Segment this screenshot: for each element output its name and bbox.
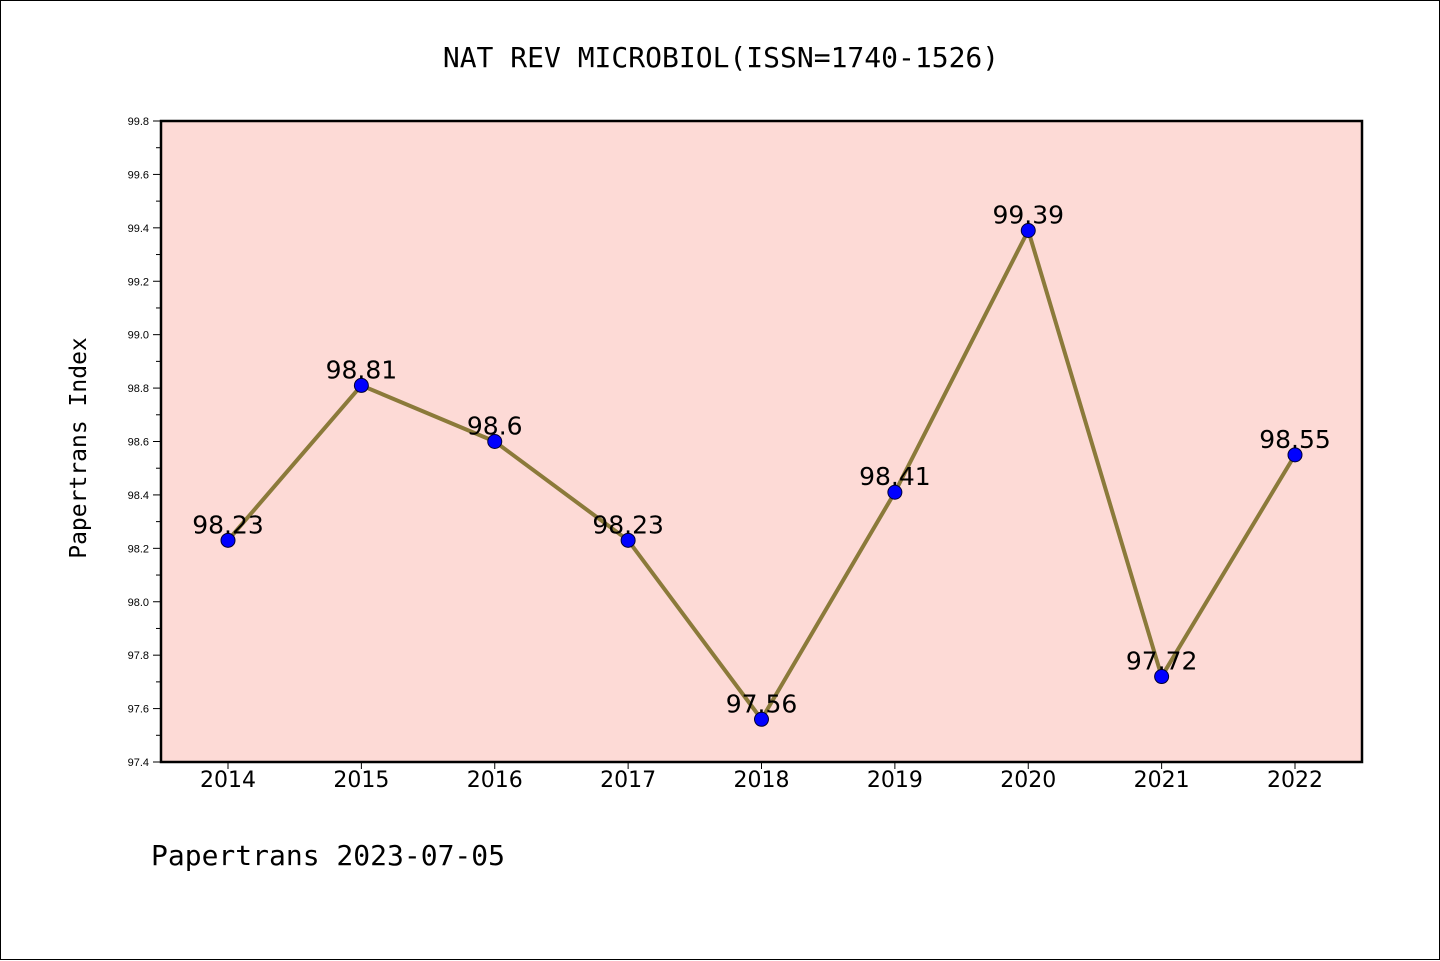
data-label: 98.23 [592,510,664,539]
data-label: 98.81 [326,355,398,384]
y-tick-label: 97.6 [128,704,149,716]
data-point [1020,223,1036,239]
data-point [353,377,369,393]
data-point [1287,447,1303,463]
y-tick-label: 98.6 [128,437,149,449]
x-tick-label: 2018 [734,768,790,793]
x-tick-label: 2019 [867,768,923,793]
y-tick-label: 97.4 [128,757,149,769]
y-tick-label: 99.2 [128,276,149,288]
y-tick-label: 98.8 [128,383,149,395]
data-point [620,532,636,548]
x-tick-label: 2021 [1134,768,1190,793]
data-label: 98.23 [192,510,264,539]
x-tick-label: 2022 [1267,768,1323,793]
chart-title: NAT REV MICROBIOL(ISSN=1740-1526) [443,41,999,74]
data-point [487,434,503,449]
x-tick-label: 2020 [1000,768,1056,793]
y-tick-label: 98.4 [128,490,149,502]
footer-text: Papertrans 2023-07-05 [151,839,505,872]
plot-area [159,119,1364,764]
data-label: 98.41 [859,462,931,491]
x-axis: 2014 2015 2016 2017 2018 2019 2020 2021 2022 [200,762,1323,793]
y-tick-label: 99.6 [128,169,149,181]
data-label: 97.72 [1126,647,1198,676]
data-point [887,484,903,500]
data-label: 98.55 [1259,425,1331,454]
data-labels-group: 98.23 98.81 98.6 98.23 97.56 98.41 99.39 97.72 9… [192,201,1331,719]
y-axis-label: Papertrans Index [66,337,92,559]
data-label: 97.56 [726,689,798,718]
data-point [220,532,236,548]
y-tick-label: 99.0 [128,330,149,342]
x-tick-label: 2016 [467,768,523,793]
y-tick-label: 98.0 [128,597,149,609]
data-label: 99.39 [992,201,1064,230]
x-tick-label: 2015 [333,768,389,793]
x-tick-label: 2017 [600,768,656,793]
y-tick-label: 97.8 [128,650,149,662]
y-tick-label: 99.8 [128,116,149,128]
data-point [1154,669,1170,685]
data-point [754,711,769,727]
y-axis: 97.4 97.6 97.8 98.0 98.2 98.4 98.6 98.8 99.0 99.2… [128,116,161,769]
y-tick-label: 98.2 [128,543,149,555]
markers-group [220,223,1303,727]
x-tick-label: 2014 [200,768,256,793]
y-tick-label: 99.4 [128,223,149,235]
data-label: 98.6 [467,412,523,441]
